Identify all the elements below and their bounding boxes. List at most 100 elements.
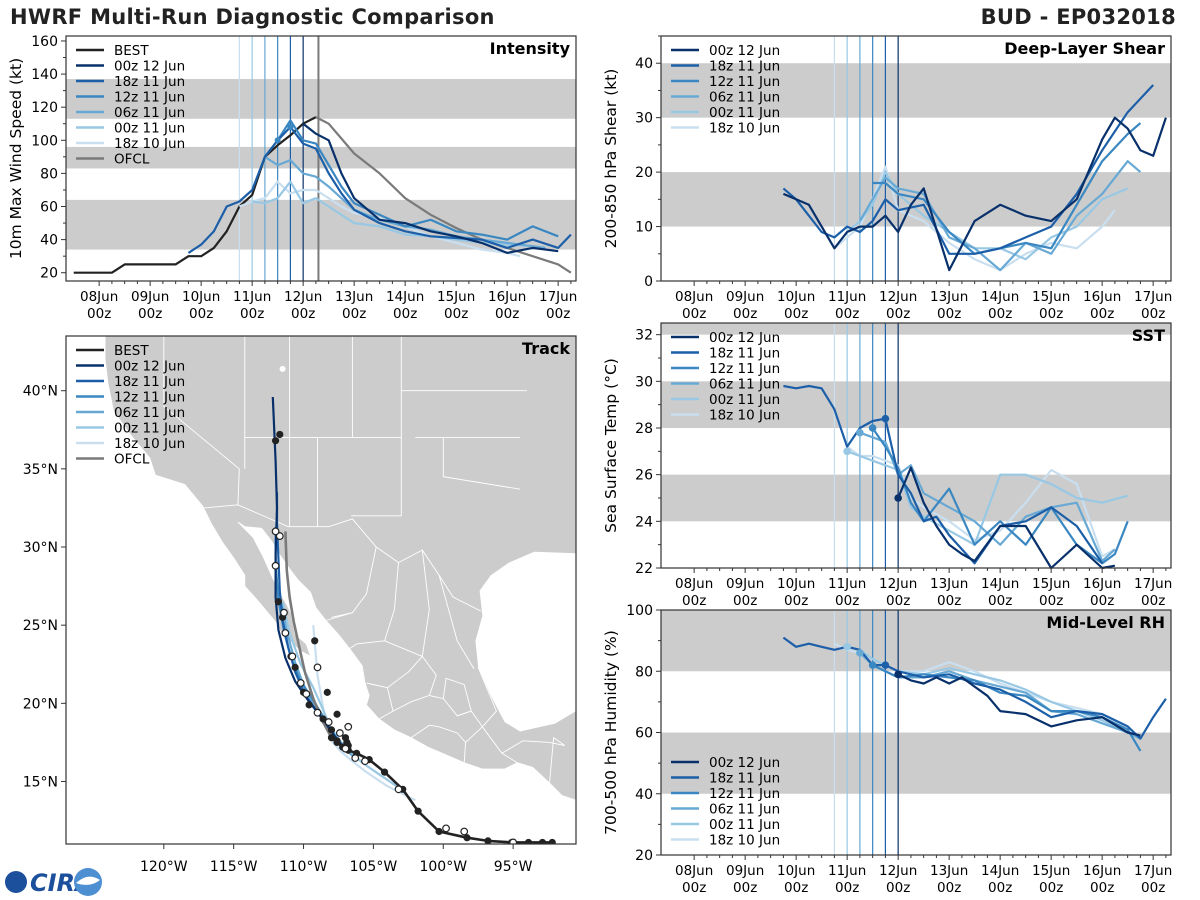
political-border bbox=[351, 437, 402, 517]
legend-label: BEST bbox=[114, 43, 149, 59]
legend-label: 18z 11 Jun bbox=[709, 59, 780, 75]
series-line-r5 bbox=[833, 165, 1116, 272]
shaded-band bbox=[661, 323, 1171, 335]
forecast-point-open bbox=[394, 785, 403, 794]
best-track-point bbox=[484, 837, 492, 844]
y-tick-label: 10 bbox=[635, 220, 653, 236]
series-line-r0 bbox=[782, 116, 1167, 272]
panel-track: 120°W 115°W 110°W 105°W 100°W 95°W 15°N 20°N 25°… bbox=[23, 335, 577, 875]
y-tick-label: 60 bbox=[40, 200, 58, 216]
series-line-r1 bbox=[187, 125, 572, 254]
x-tick-day: 17Jun bbox=[1134, 289, 1172, 305]
legend-label: 18z 11 Jun bbox=[114, 74, 185, 90]
x-tick-hour: 00z bbox=[937, 306, 961, 322]
plot-frame bbox=[660, 35, 1172, 282]
x-tick-hour: 00z bbox=[988, 306, 1012, 322]
legend-label: 00z 12 Jun bbox=[709, 755, 780, 771]
x-tick-day: 13Jun bbox=[335, 289, 373, 305]
forecast-point-filled bbox=[271, 437, 280, 445]
political-border bbox=[442, 437, 521, 490]
storm-id: BUD - EP032018 bbox=[980, 5, 1176, 29]
legend-label: BEST bbox=[114, 343, 149, 359]
forecast-point-open bbox=[324, 718, 333, 726]
track-layer bbox=[271, 396, 556, 844]
panel-intensity: 2040608010012014016008Jun00z09Jun00z10Ju… bbox=[7, 34, 577, 322]
political-border bbox=[421, 550, 430, 657]
x-tick-day: 14Jun bbox=[981, 576, 1019, 592]
init-marker-r4 bbox=[843, 447, 851, 456]
legend-label: 06z 11 Jun bbox=[114, 105, 185, 121]
x-tick-hour: 00z bbox=[988, 880, 1012, 896]
political-border bbox=[331, 546, 377, 618]
best-track-point bbox=[380, 768, 389, 776]
x-tick-day: 12Jun bbox=[879, 576, 917, 592]
x-tick-hour: 00z bbox=[1141, 306, 1165, 322]
shaded-band bbox=[661, 610, 1171, 672]
legend-label: 06z 11 Jun bbox=[709, 802, 780, 818]
x-tick-hour: 00z bbox=[1039, 306, 1063, 322]
land-layer bbox=[104, 336, 576, 801]
x-tick-day: 17Jun bbox=[1134, 576, 1172, 592]
x-tick-hour: 00z bbox=[393, 306, 417, 322]
legend-label: 06z 11 Jun bbox=[709, 377, 780, 393]
y-axis-label: 700-500 hPa Humidity (%) bbox=[602, 630, 620, 835]
series-line-r1 bbox=[782, 84, 1155, 255]
forecast-point-filled bbox=[305, 701, 313, 709]
series-line-r5 bbox=[833, 408, 1116, 558]
series-line-r4 bbox=[846, 645, 1129, 734]
y-axis-label: 10m Max Wind Speed (kt) bbox=[7, 58, 25, 259]
x-tick-hour: 00z bbox=[733, 880, 757, 896]
init-marker-r2 bbox=[868, 424, 877, 432]
y-tick-label: 22 bbox=[635, 561, 653, 577]
x-tick-day: 12Jun bbox=[879, 289, 917, 305]
x-tick-label: 95°W bbox=[494, 859, 533, 875]
init-marker-r3 bbox=[856, 649, 864, 657]
x-tick-day: 11Jun bbox=[828, 576, 866, 592]
political-border bbox=[325, 612, 353, 621]
y-tick-label: 80 bbox=[635, 664, 653, 680]
shaded-band bbox=[661, 732, 1171, 794]
best-track-point bbox=[524, 838, 533, 844]
series-line-r3 bbox=[264, 155, 546, 249]
x-tick-day: 09Jun bbox=[131, 289, 169, 305]
y-axis-label: Sea Surface Temp (°C) bbox=[602, 358, 620, 533]
political-border bbox=[384, 562, 399, 641]
best-track-point bbox=[435, 827, 443, 836]
x-tick-hour: 00z bbox=[886, 306, 910, 322]
y-tick-label: 60 bbox=[635, 726, 653, 742]
forecast-point-filled bbox=[333, 737, 341, 745]
series-line-r0 bbox=[897, 466, 1116, 570]
x-tick-day: 15Jun bbox=[1032, 289, 1070, 305]
forecast-point-open bbox=[281, 629, 290, 637]
y-tick-label: 26 bbox=[635, 468, 653, 484]
best-track-point bbox=[538, 838, 547, 844]
series-line-r4 bbox=[846, 450, 1128, 546]
x-tick-hour: 00z bbox=[784, 306, 808, 322]
x-tick-hour: 00z bbox=[886, 593, 910, 609]
legend-label: 12z 11 Jun bbox=[709, 786, 780, 802]
best-track-point bbox=[414, 807, 422, 815]
x-tick-day: 11Jun bbox=[828, 289, 866, 305]
y-tick-label: 20 bbox=[635, 165, 653, 181]
y-tick-label: 24 bbox=[635, 514, 653, 530]
legend-label: 00z 11 Jun bbox=[709, 817, 780, 833]
init-marker-r0 bbox=[894, 494, 902, 502]
best-track-point bbox=[463, 834, 471, 842]
forecast-point-filled bbox=[276, 430, 284, 439]
forecast-point-open bbox=[288, 652, 297, 661]
legend-label: OFCL bbox=[114, 152, 150, 168]
panel-sst: 22242628303208Jun00z09Jun00z10Jun00z11Ju… bbox=[602, 322, 1172, 609]
x-tick-hour: 00z bbox=[342, 306, 366, 322]
shaded-band bbox=[66, 79, 576, 119]
panel-title: Track bbox=[522, 339, 570, 358]
series-line-r0 bbox=[302, 122, 559, 254]
panel-title: Mid-Level RH bbox=[1046, 613, 1165, 632]
x-tick-hour: 00z bbox=[1141, 593, 1165, 609]
x-tick-hour: 00z bbox=[240, 306, 264, 322]
x-tick-day: 11Jun bbox=[233, 289, 271, 305]
series-line-r1 bbox=[782, 636, 1167, 740]
shaded-band bbox=[661, 63, 1171, 118]
forecast-point-filled bbox=[343, 738, 351, 747]
x-tick-day: 11Jun bbox=[828, 863, 866, 879]
panel-title: Deep-Layer Shear bbox=[1004, 39, 1165, 58]
